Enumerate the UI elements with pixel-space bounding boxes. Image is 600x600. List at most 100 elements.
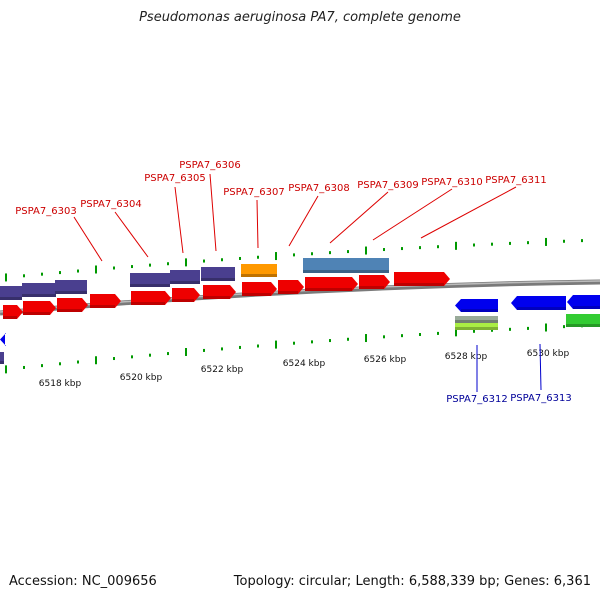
purple-feature[interactable] <box>0 286 22 300</box>
purple-feature[interactable] <box>201 267 235 281</box>
forward-cds-arrow[interactable] <box>359 275 390 289</box>
green-feature-shadow <box>566 324 600 327</box>
genes-label: Genes: <box>504 574 550 589</box>
gene-label[interactable]: PSPA7_6308 <box>288 183 349 194</box>
reverse-cds-arrow-shadow <box>461 309 498 312</box>
gene-leader-line <box>329 191 389 244</box>
gene-leader-line <box>420 186 517 239</box>
forward-cds-arrow-shadow <box>359 286 384 289</box>
gene-leader-line <box>114 211 149 258</box>
forward-cds-arrow-shadow <box>203 296 230 299</box>
reverse-cds-arrow[interactable] <box>567 295 600 309</box>
gene-label[interactable]: PSPA7_6312 <box>446 394 507 405</box>
lightgreen-feature[interactable] <box>455 323 498 330</box>
forward-cds-arrow[interactable] <box>131 291 171 305</box>
purple-feature[interactable] <box>130 273 170 287</box>
scale-label: 6524 kbp <box>283 359 326 369</box>
gene-leader-line <box>372 188 453 241</box>
forward-cds-arrow[interactable] <box>305 277 358 291</box>
gray-feature-shadow <box>455 320 498 323</box>
purple-feature-shadow <box>201 278 235 281</box>
accession-label: Accession: <box>9 574 78 589</box>
scale-label: 6518 kbp <box>39 379 82 389</box>
genome-summary: Topology: circular; Length: 6,588,339 bp… <box>233 574 591 589</box>
feature-track <box>0 258 600 364</box>
gene-label[interactable]: PSPA7_6304 <box>80 199 141 210</box>
scale-label: 6528 kbp <box>445 352 488 362</box>
forward-cds-arrow-shadow <box>131 302 165 305</box>
purple-feature[interactable] <box>55 280 87 294</box>
purple-feature-shadow <box>170 281 200 284</box>
scale-label: 6520 kbp <box>120 373 163 383</box>
forward-cds-arrow[interactable] <box>242 282 277 296</box>
accession-info: Accession: NC_009656 <box>9 574 157 589</box>
gray-feature[interactable] <box>455 316 498 323</box>
gene-label[interactable]: PSPA7_6306 <box>179 160 240 171</box>
gene-label[interactable]: PSPA7_6307 <box>223 187 284 198</box>
purple-feature-shadow <box>130 284 170 287</box>
page-title: Pseudomonas aeruginosa PA7, complete gen… <box>139 10 461 25</box>
reverse-cds-arrow-shadow <box>573 306 600 309</box>
scale-label: 6522 kbp <box>201 365 244 375</box>
orange-feature-shadow <box>241 274 277 277</box>
forward-cds-arrow-shadow <box>305 288 352 291</box>
gene-label[interactable]: PSPA7_6313 <box>510 393 571 404</box>
forward-cds-arrow-shadow <box>242 293 271 296</box>
gene-leader-line <box>539 343 542 391</box>
gene-label[interactable]: PSPA7_6311 <box>485 175 546 186</box>
steelblue-feature-shadow <box>303 270 389 273</box>
purple-feature-shadow <box>0 297 22 300</box>
topology-label: Topology: <box>233 574 295 589</box>
gene-label[interactable]: PSPA7_6305 <box>144 173 205 184</box>
purple-feature-shadow <box>55 291 87 294</box>
length-label: Length: <box>355 574 405 589</box>
reverse-cds-arrow[interactable] <box>0 333 6 346</box>
forward-cds-arrow[interactable] <box>278 280 304 294</box>
reverse-cds-arrow-shadow <box>517 307 566 310</box>
gene-label[interactable]: PSPA7_6309 <box>357 180 418 191</box>
length-value: 6,588,339 bp <box>408 574 496 589</box>
forward-cds-arrow[interactable] <box>57 298 88 312</box>
scale-label: 6526 kbp <box>364 355 407 365</box>
purple-feature[interactable] <box>0 352 4 364</box>
reverse-cds-arrow[interactable] <box>511 296 566 310</box>
forward-cds-arrow-shadow <box>90 305 115 308</box>
scale-labels: 6518 kbp 6520 kbp 6522 kbp 6524 kbp 6526 kbp… <box>39 349 570 389</box>
purple-feature[interactable] <box>170 270 200 284</box>
gene-leader-line <box>288 195 319 247</box>
forward-cds-arrow-shadow <box>57 309 82 312</box>
steelblue-feature[interactable] <box>303 258 389 273</box>
gene-leader-line <box>209 173 217 252</box>
forward-cds-arrow-shadow <box>394 283 444 286</box>
purple-feature-shadow <box>22 294 56 297</box>
topology-value: circular <box>298 574 347 589</box>
forward-cds-arrow[interactable] <box>203 285 236 299</box>
forward-cds-arrow[interactable] <box>23 301 56 315</box>
forward-cds-arrow[interactable] <box>172 288 200 302</box>
gene-label[interactable]: PSPA7_6310 <box>421 177 482 188</box>
purple-feature[interactable] <box>22 283 56 297</box>
forward-cds-arrow-shadow <box>172 299 194 302</box>
green-feature[interactable] <box>566 314 600 327</box>
forward-cds-arrow-shadow <box>3 316 17 319</box>
orange-feature[interactable] <box>241 264 277 277</box>
purple-feature-shadow <box>0 361 4 364</box>
gene-label[interactable]: PSPA7_6303 <box>15 206 76 217</box>
lightgreen-feature-shadow <box>455 327 498 330</box>
reverse-cds-arrow[interactable] <box>455 299 498 312</box>
accession-value: NC_009656 <box>81 574 157 589</box>
scale-label: 6530 kbp <box>527 349 570 359</box>
forward-cds-arrow-shadow <box>23 312 50 315</box>
forward-cds-arrow-shadow <box>278 291 298 294</box>
outer-tick-ring <box>5 237 583 282</box>
forward-cds-arrow[interactable] <box>394 272 450 286</box>
gene-leader-line <box>256 199 259 249</box>
forward-cds-arrow[interactable] <box>3 305 23 319</box>
forward-cds-arrow[interactable] <box>90 294 121 308</box>
gene-leader-line <box>73 216 103 262</box>
inner-tick-ring <box>5 323 583 374</box>
gene-leader-line <box>174 186 184 254</box>
gene-labels: PSPA7_6303 PSPA7_6304 PSPA7_6305 PSPA7_6306… <box>15 160 571 405</box>
